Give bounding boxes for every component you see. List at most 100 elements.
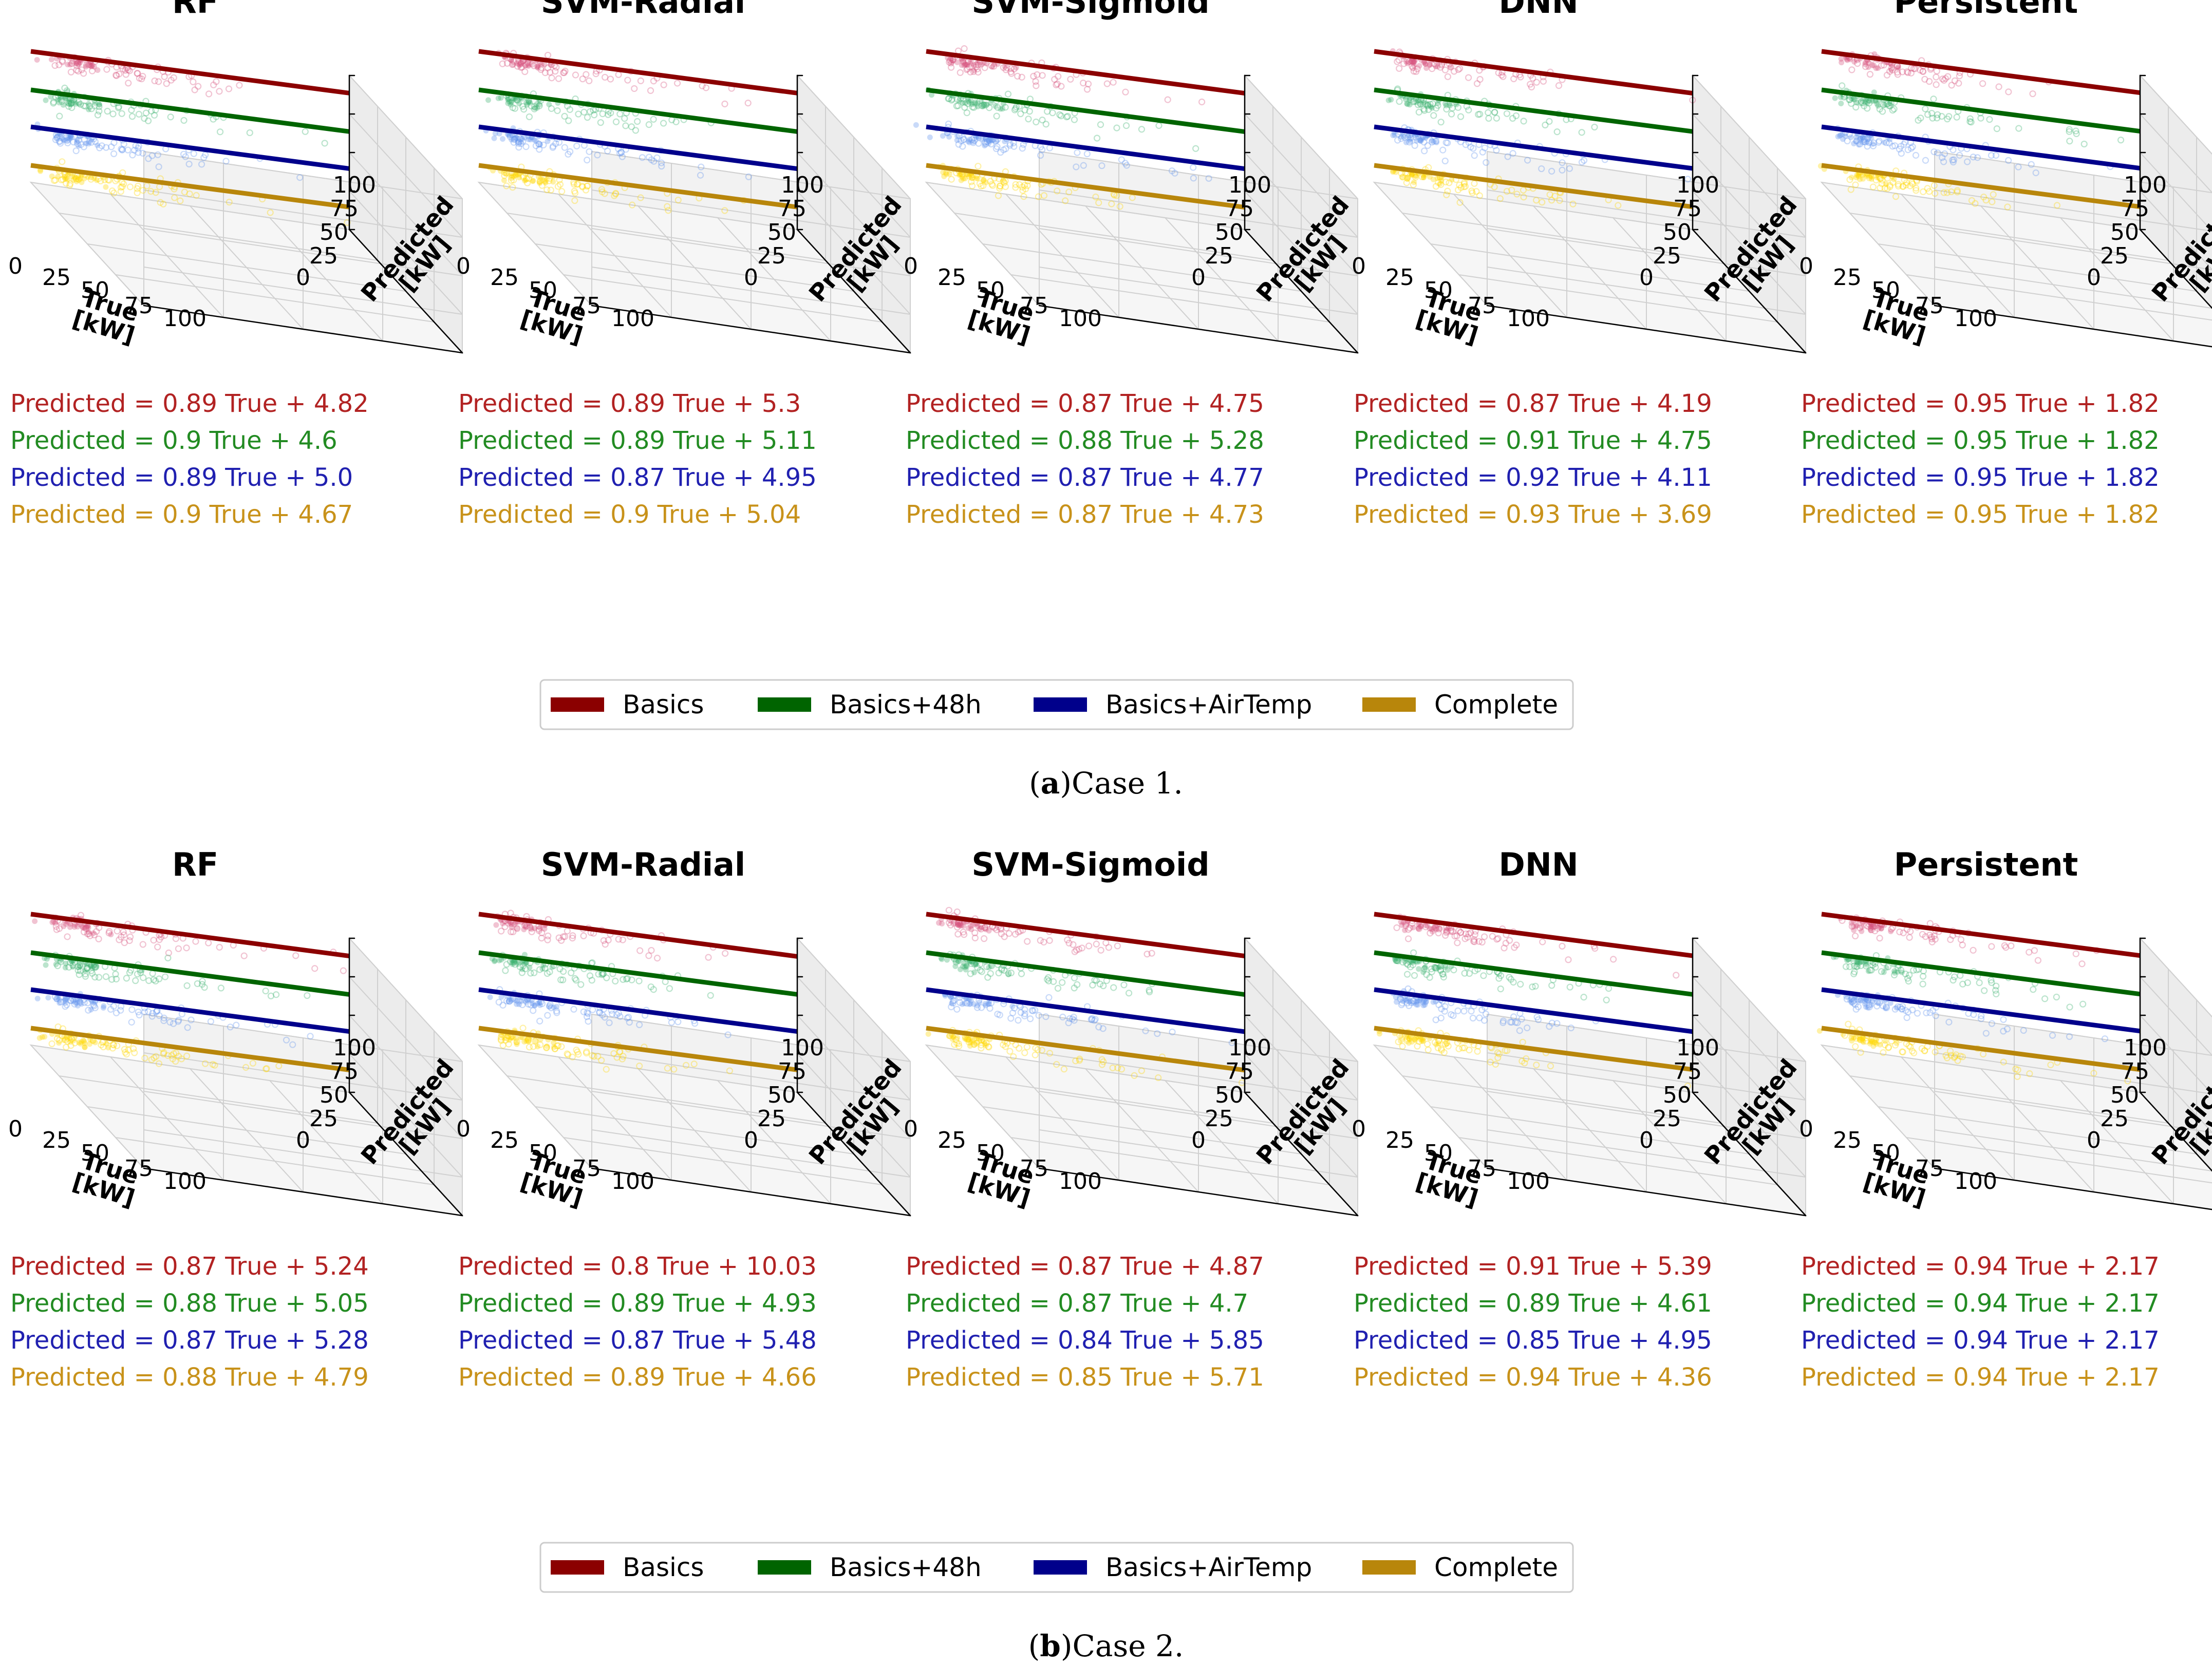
scatter-point <box>88 967 95 974</box>
scatter-point <box>1894 1040 1900 1046</box>
scatter-point <box>1859 928 1865 934</box>
series-basics-48h <box>1374 949 1693 1003</box>
scatter-point <box>1926 1009 1934 1016</box>
legend-label: Basics+48h <box>830 690 982 719</box>
scatter-point <box>965 1037 971 1043</box>
scatter-point <box>1424 1040 1431 1048</box>
grid-line <box>1487 267 1806 315</box>
scatter-point <box>57 138 64 145</box>
scatter-point <box>1416 63 1422 69</box>
scatter-point <box>71 922 78 928</box>
scatter-point <box>1471 938 1478 945</box>
scatter-point <box>1851 1001 1859 1008</box>
scatter-point <box>1909 143 1916 150</box>
series-basics-airtemp <box>1821 124 2141 177</box>
series-basics-48h <box>925 87 1245 152</box>
scatter-point <box>501 1035 508 1041</box>
series-complete <box>478 1025 798 1074</box>
scatter-point <box>120 928 127 936</box>
scatter-point <box>1891 1006 1899 1013</box>
scatter-point <box>1498 71 1505 79</box>
y-tick-label: 0 <box>744 264 758 291</box>
scatter-point <box>1519 1038 1526 1046</box>
x-tick-label: 50 <box>976 1140 1005 1166</box>
scatter-point <box>1437 964 1443 970</box>
scatter-point <box>956 172 962 178</box>
scatter-point <box>51 62 59 69</box>
scatter-point <box>1417 998 1423 1004</box>
scatter-point <box>526 113 533 121</box>
grid-line <box>1039 1014 1358 1062</box>
scatter-point <box>1548 1019 1555 1027</box>
series-basics-48h <box>1821 950 2141 1011</box>
scatter-point <box>1964 158 1971 165</box>
scatter-point <box>1878 925 1884 932</box>
scatter-point <box>532 142 539 149</box>
scatter-point <box>1407 138 1413 144</box>
scatter-point <box>190 150 197 157</box>
scatter-point <box>1406 924 1414 932</box>
scatter-point <box>79 923 85 930</box>
scatter-point <box>1902 970 1909 978</box>
scatter-point <box>985 137 992 144</box>
fit-equation: Predicted = 0.88 True + 4.79 <box>10 1363 369 1392</box>
scatter-point <box>541 926 548 932</box>
caption-text: Case 2. <box>1073 1628 1184 1663</box>
scatter-point <box>1437 966 1445 974</box>
scatter-point <box>80 143 87 150</box>
grid-line <box>591 267 911 315</box>
scatter-point <box>1886 183 1894 191</box>
scatter-point <box>1096 980 1103 988</box>
scatter-point <box>1870 922 1876 928</box>
scatter-point <box>344 219 351 226</box>
scatter-point <box>1449 104 1456 112</box>
scatter-point <box>267 992 275 999</box>
scatter-point <box>1448 926 1455 934</box>
scatter-point <box>1019 187 1026 194</box>
scatter-point <box>526 1044 533 1051</box>
grid-line <box>87 1106 406 1154</box>
scatter-point <box>1407 963 1414 971</box>
scatter-point <box>1080 162 1087 169</box>
scatter-point <box>81 1038 87 1045</box>
scatter-point <box>175 1018 182 1025</box>
scatter-point <box>2026 1070 2033 1077</box>
scatter-point <box>516 101 522 107</box>
scatter-point <box>984 102 990 108</box>
scatter-point <box>1454 939 1461 946</box>
scatter-point <box>1494 1054 1502 1062</box>
x-axis-line <box>1486 1167 1807 1217</box>
scatter-point <box>1591 945 1599 952</box>
scatter-point <box>575 1051 582 1058</box>
scatter-point <box>1071 948 1078 955</box>
grid-line <box>1487 228 1806 276</box>
scatter-point <box>981 1037 988 1045</box>
scatter-point <box>1845 1020 1852 1028</box>
scatter-point <box>993 143 1001 150</box>
scatter-point <box>1520 118 1527 125</box>
scatter-point <box>621 115 628 122</box>
scatter-point <box>1866 174 1873 181</box>
scatter-point <box>534 105 540 111</box>
scatter-point <box>530 1007 537 1014</box>
scatter-point <box>1019 183 1026 191</box>
scatter-point <box>971 1001 977 1007</box>
scatter-point <box>85 924 91 931</box>
scatter-point <box>522 999 529 1005</box>
scatter-point <box>1411 972 1418 979</box>
scatter-point <box>518 139 524 145</box>
scatter-point <box>135 110 143 118</box>
scatter-point <box>76 61 82 67</box>
scatter-point <box>1860 139 1866 145</box>
scatter-point <box>1907 69 1915 77</box>
scatter-point <box>75 99 82 106</box>
scatter-point <box>1421 147 1428 155</box>
scatter-point <box>88 136 95 142</box>
scatter-point <box>1457 184 1465 191</box>
scatter-point <box>77 176 83 182</box>
scatter-point <box>1435 1001 1442 1009</box>
scatter-point <box>1894 1005 1900 1011</box>
fit-equation: Predicted = 0.88 True + 5.05 <box>10 1289 369 1318</box>
scatter-point <box>1933 73 1940 81</box>
scatter-point <box>959 58 967 65</box>
